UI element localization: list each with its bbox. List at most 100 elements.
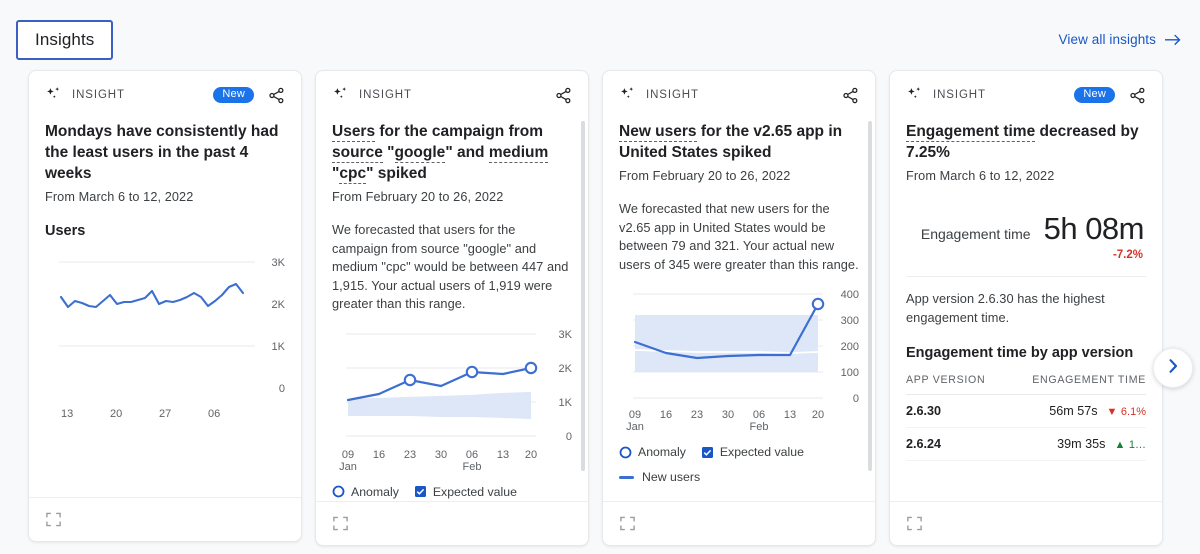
card-title-dimension-users: Users: [332, 123, 376, 142]
new-badge: New: [1074, 87, 1115, 103]
chart-legend: Anomaly Expected value: [332, 485, 572, 499]
card-header-actions: New: [213, 87, 285, 104]
cell-app-version: 2.6.24: [906, 427, 1005, 461]
svg-text:09: 09: [342, 449, 354, 461]
share-icon[interactable]: [555, 87, 572, 104]
cell-engagement-time: 56m 57s ▼ 6.1%: [1004, 394, 1146, 428]
table-row[interactable]: 2.6.30 56m 57s ▼ 6.1%: [906, 394, 1146, 428]
svg-text:30: 30: [722, 409, 734, 421]
card-header-actions: [555, 87, 572, 104]
svg-text:3K: 3K: [272, 257, 286, 269]
card-title-dimension-source: source: [332, 144, 383, 163]
card-scrollbar[interactable]: [868, 121, 872, 471]
legend-label-anomaly: Anomaly: [351, 484, 399, 499]
engagement-time-table: APP VERSION ENGAGEMENT TIME 2.6.30 56m 5…: [906, 368, 1146, 461]
svg-text:13: 13: [61, 408, 73, 420]
share-icon[interactable]: [842, 87, 859, 104]
legend-label-anomaly: Anomaly: [638, 445, 686, 459]
svg-text:Jan: Jan: [626, 421, 644, 432]
insight-label: INSIGHT: [72, 89, 125, 101]
insight-card-strip[interactable]: INSIGHT New Mondays have consistently ha…: [0, 64, 1200, 554]
insight-card-engagement-time-decreased[interactable]: INSIGHT New Engagement time decreased by…: [889, 70, 1163, 546]
series-legend-label: New users: [642, 470, 701, 484]
cell-engagement-time: 39m 35s ▲ 1…: [1004, 427, 1146, 461]
share-icon[interactable]: [268, 87, 285, 104]
legend-item-expected-value[interactable]: Expected value: [414, 485, 517, 499]
view-all-insights-label: View all insights: [1058, 32, 1156, 47]
anomaly-circle-icon: [619, 446, 632, 458]
svg-text:100: 100: [841, 367, 859, 379]
expand-icon[interactable]: [906, 515, 923, 532]
svg-text:400: 400: [841, 289, 859, 301]
legend-item-anomaly[interactable]: Anomaly: [332, 485, 399, 499]
insight-card-new-users-v265-us[interactable]: INSIGHT New users for the v2.65 app in U…: [602, 70, 876, 546]
legend-item-expected-value[interactable]: Expected value: [701, 445, 804, 459]
card-paragraph: We forecasted that users for the campaig…: [332, 222, 569, 311]
column-header-app-version: APP VERSION: [906, 368, 1005, 395]
chevron-right-icon: [1164, 357, 1182, 380]
insight-label: INSIGHT: [646, 89, 699, 101]
svg-text:0: 0: [566, 431, 572, 443]
svg-text:06: 06: [208, 408, 220, 420]
big-metric: Engagement time 5h 08m: [906, 211, 1146, 247]
svg-text:Feb: Feb: [750, 421, 769, 432]
cell-engagement-time-value: 39m 35s: [1057, 437, 1106, 451]
arrow-down-icon: ▼: [1106, 406, 1118, 418]
new-badge: New: [213, 87, 254, 103]
expected-value-checkbox-icon: [701, 446, 713, 458]
legend-label-expected-value: Expected value: [432, 484, 517, 499]
table-title: Engagement time by app version: [906, 345, 1134, 361]
insight-card-mondays-least-users[interactable]: INSIGHT New Mondays have consistently ha…: [28, 70, 302, 542]
share-icon[interactable]: [1129, 87, 1146, 104]
divider: [906, 276, 1146, 277]
card-date-range: From February 20 to 26, 2022: [332, 190, 504, 204]
card-title-text-4: ": [332, 165, 340, 182]
card-header-actions: [842, 87, 859, 104]
card-title-text: Mondays have consistently had the least …: [45, 123, 279, 182]
big-metric-delta: -7.2%: [1112, 249, 1143, 261]
svg-text:2K: 2K: [559, 363, 573, 375]
card-title-text-3: " and: [445, 144, 489, 161]
svg-text:13: 13: [784, 409, 796, 421]
card-scrollbar[interactable]: [581, 121, 585, 471]
svg-text:3K: 3K: [559, 329, 573, 341]
card-header-actions: New: [1074, 87, 1146, 104]
card-header: INSIGHT New: [45, 71, 285, 115]
legend-item-anomaly[interactable]: Anomaly: [619, 445, 686, 459]
svg-text:20: 20: [525, 449, 537, 461]
svg-text:06: 06: [753, 409, 765, 421]
carousel-next-button[interactable]: [1153, 348, 1193, 388]
svg-text:0: 0: [853, 393, 859, 405]
card-body: INSIGHT Users for the campaign from sour…: [316, 71, 588, 501]
svg-text:16: 16: [660, 409, 672, 421]
expand-icon[interactable]: [45, 511, 62, 528]
svg-text:1K: 1K: [559, 397, 573, 409]
expand-icon[interactable]: [619, 515, 636, 532]
card-footer: [316, 501, 588, 545]
tab-insights[interactable]: Insights: [16, 20, 114, 60]
expand-icon[interactable]: [332, 515, 349, 532]
svg-text:23: 23: [404, 449, 416, 461]
card-body: INSIGHT New users for the v2.65 app in U…: [603, 71, 875, 501]
card-date-range: From February 20 to 26, 2022: [619, 169, 791, 183]
chart-users-trend: 3K 2K 1K 0 13 Feb 20 27 06 Mar: [45, 249, 286, 421]
svg-text:23: 23: [691, 409, 703, 421]
svg-text:Jan: Jan: [339, 461, 357, 472]
chart-series-legend[interactable]: New users: [619, 470, 859, 484]
card-body: INSIGHT New Mondays have consistently ha…: [29, 71, 301, 497]
svg-text:200: 200: [841, 341, 859, 353]
svg-text:09: 09: [629, 409, 641, 421]
table-header-row: APP VERSION ENGAGEMENT TIME: [906, 368, 1146, 395]
table-row[interactable]: 2.6.24 39m 35s ▲ 1…: [906, 427, 1146, 461]
card-header: INSIGHT: [619, 71, 859, 115]
sparkle-insight-icon: [332, 86, 350, 104]
sparkle-insight-icon: [906, 86, 924, 104]
view-all-insights-link[interactable]: View all insights: [1059, 32, 1183, 47]
card-title: New users for the v2.65 app in United St…: [619, 121, 859, 163]
big-metric-label: Engagement time: [920, 226, 1031, 242]
card-title: Mondays have consistently had the least …: [45, 121, 285, 184]
legend-label-expected-value: Expected value: [719, 445, 804, 459]
insight-card-users-campaign-google-cpc[interactable]: INSIGHT Users for the campaign from sour…: [315, 70, 589, 546]
card-footer: [29, 497, 301, 541]
